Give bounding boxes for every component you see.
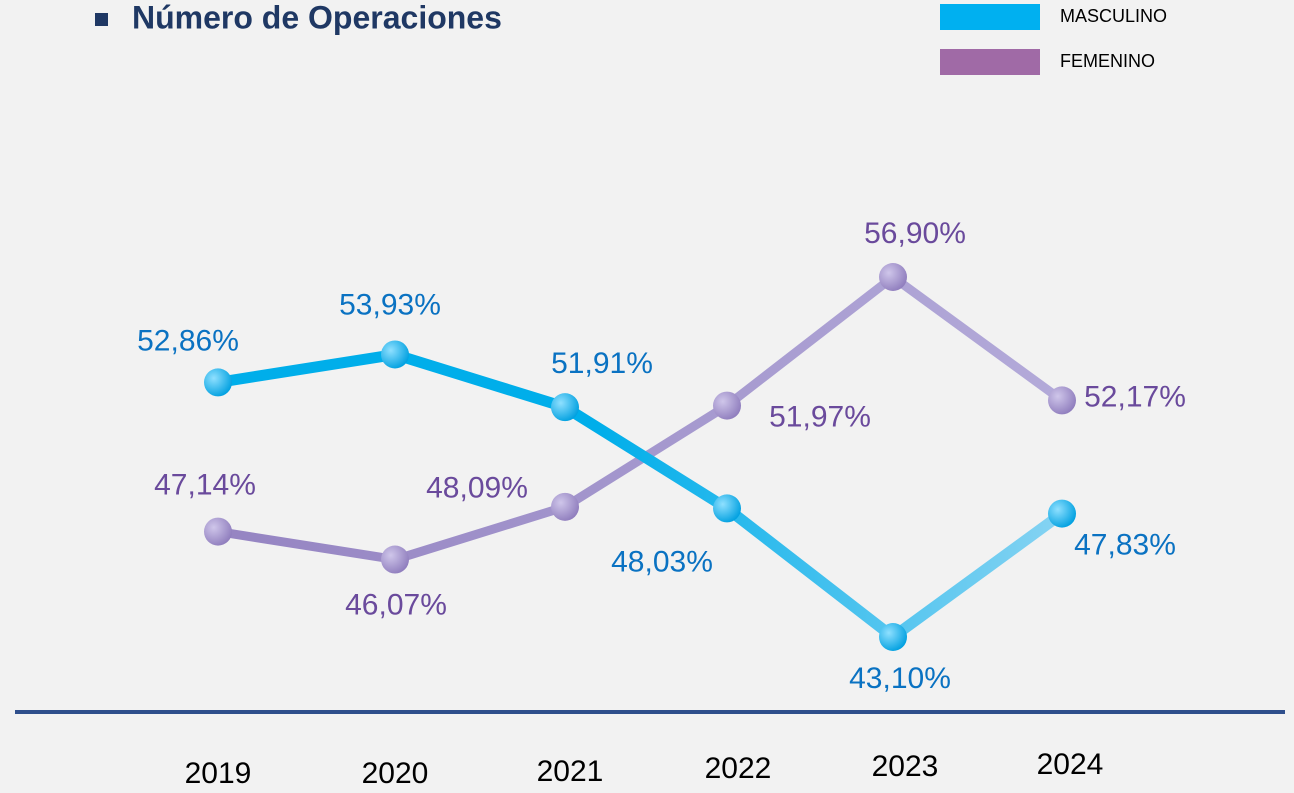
legend-swatch [940,4,1040,30]
data-label: 47,83% [1074,529,1176,562]
x-tick-label: 2023 [872,750,939,783]
data-label: 46,07% [345,588,447,621]
data-point [381,340,409,369]
data-point [204,517,232,546]
data-point [713,391,741,420]
legend-label: FEMENINO [1060,51,1155,71]
data-point [879,623,907,651]
data-point [879,263,907,291]
legend-swatch [940,49,1040,75]
x-tick-label: 2020 [362,757,429,790]
x-tick-label: 2021 [537,755,604,788]
chart-title: Número de Operaciones [132,0,502,35]
data-point [1048,386,1076,415]
data-label: 43,10% [849,662,951,695]
data-label: 48,09% [426,472,528,505]
series-line [212,348,1068,643]
data-point [204,368,232,397]
data-point [551,492,579,521]
data-label: 52,17% [1084,380,1186,413]
data-point [381,545,409,574]
legend-label: MASCULINO [1060,6,1167,26]
data-label: 52,86% [137,324,239,357]
x-tick-label: 2024 [1037,748,1104,781]
data-point [713,494,741,523]
data-label: 51,91% [551,347,653,380]
title-bullet [95,13,108,26]
data-label: 56,90% [864,217,966,250]
x-tick-label: 2022 [705,752,772,785]
data-label: 53,93% [339,288,441,321]
data-point [1048,499,1076,528]
data-point [551,393,579,422]
data-label: 47,14% [154,469,256,502]
x-tick-label: 2019 [185,757,252,790]
data-label: 51,97% [769,401,871,434]
data-label: 48,03% [611,545,713,578]
